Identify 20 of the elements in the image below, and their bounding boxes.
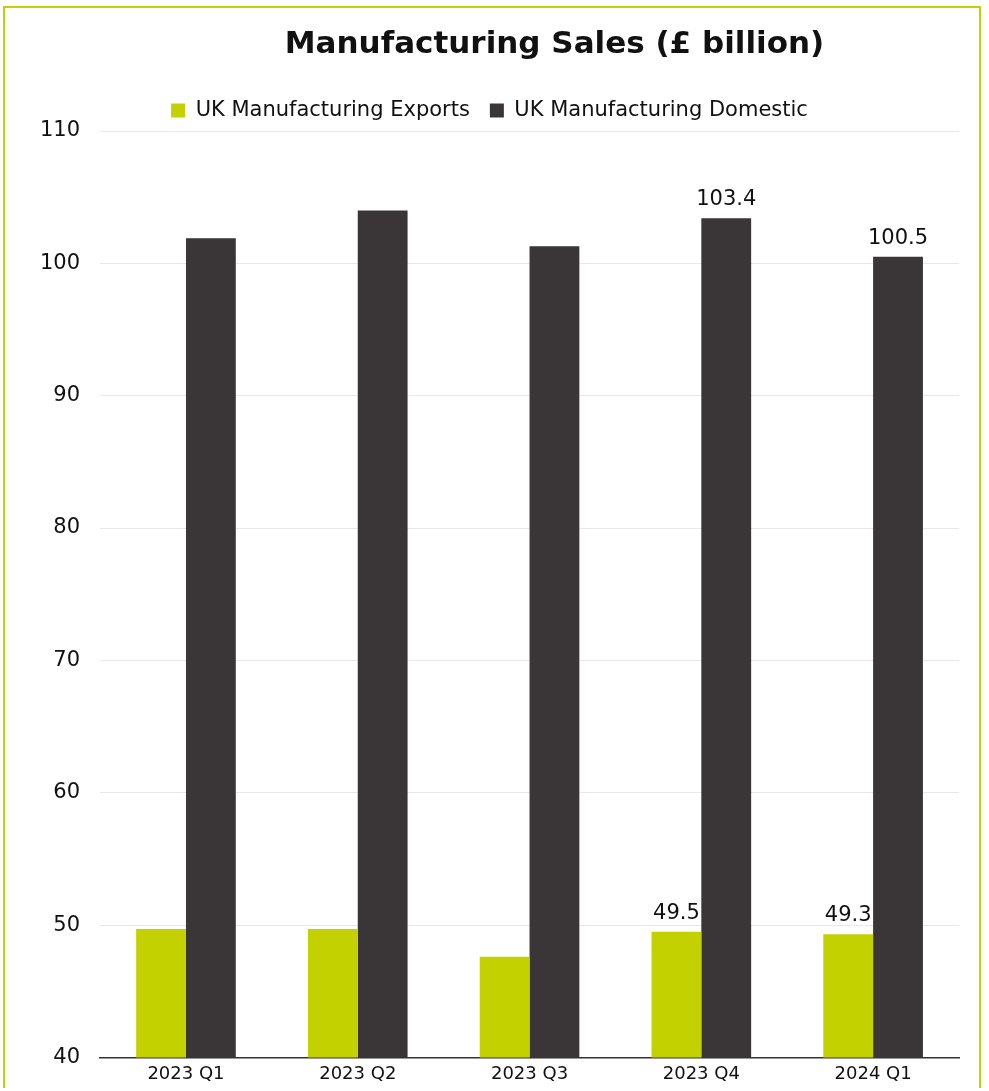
y-tick-label: 110 (39, 117, 81, 142)
y-tick-label: 60 (53, 779, 81, 804)
legend-label: UK Manufacturing Exports (195, 96, 470, 121)
data-label: 103.4 (696, 186, 757, 211)
x-tick-label: 2023 Q4 (662, 1061, 740, 1083)
x-tick-label: 2024 Q1 (834, 1061, 912, 1083)
x-tick-label: 2023 Q3 (490, 1061, 569, 1083)
data-label: 100.5 (867, 224, 929, 249)
y-tick-label: 80 (53, 514, 81, 539)
x-tick-label: 2023 Q1 (147, 1061, 225, 1083)
y-tick-label: 90 (53, 382, 81, 407)
y-tick-label: 50 (53, 911, 81, 936)
data-label: 49.5 (653, 899, 700, 924)
chart-title: Manufacturing Sales (£ billion) (283, 24, 826, 60)
legend-label: UK Manufacturing Domestic (514, 96, 808, 121)
y-tick-label: 100 (39, 249, 81, 274)
y-tick-label: 70 (53, 646, 81, 671)
x-tick-label: 2023 Q2 (319, 1061, 397, 1083)
data-label: 49.3 (824, 902, 872, 927)
y-tick-label: 40 (53, 1043, 81, 1068)
